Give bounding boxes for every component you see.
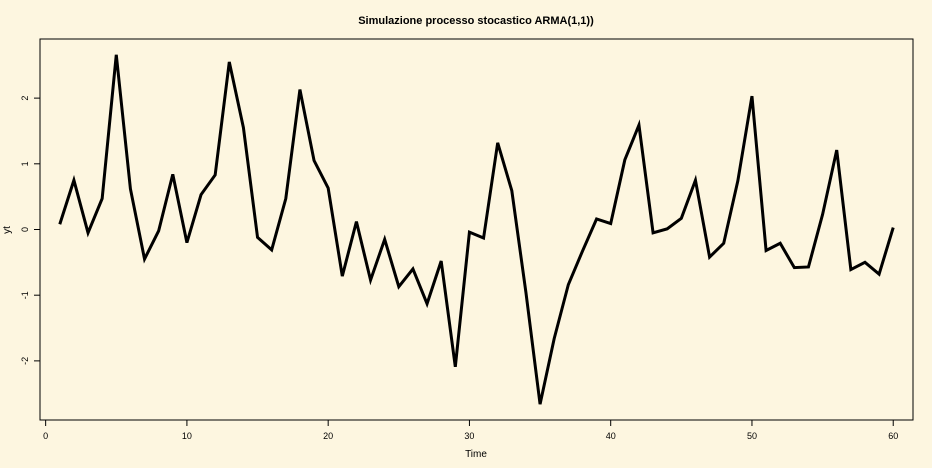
y-tick-label: 0	[20, 227, 30, 232]
x-tick-label: 20	[323, 431, 333, 441]
x-tick-label: 10	[182, 431, 192, 441]
y-axis: -2 -1 0 1 2	[20, 96, 41, 365]
y-tick-label: -2	[20, 357, 30, 365]
plot-frame	[39, 38, 914, 421]
x-tick-label: 0	[43, 431, 48, 441]
x-tick-label: 40	[606, 431, 616, 441]
series-line	[58, 54, 895, 405]
x-tick-label: 50	[747, 431, 757, 441]
y-axis-label: yt	[2, 226, 13, 234]
y-tick-label: 1	[20, 161, 30, 166]
x-tick-label: 60	[888, 431, 898, 441]
x-axis-label: Time	[465, 449, 487, 460]
chart-title: Simulazione processo stocastico ARMA(1,1…	[358, 15, 594, 27]
x-tick-label: 30	[464, 431, 474, 441]
series-group	[58, 54, 895, 405]
y-tick-label: 2	[20, 96, 30, 101]
x-axis: 0 10 20 30 40 50 60	[43, 419, 898, 441]
y-tick-label: -1	[20, 291, 30, 299]
